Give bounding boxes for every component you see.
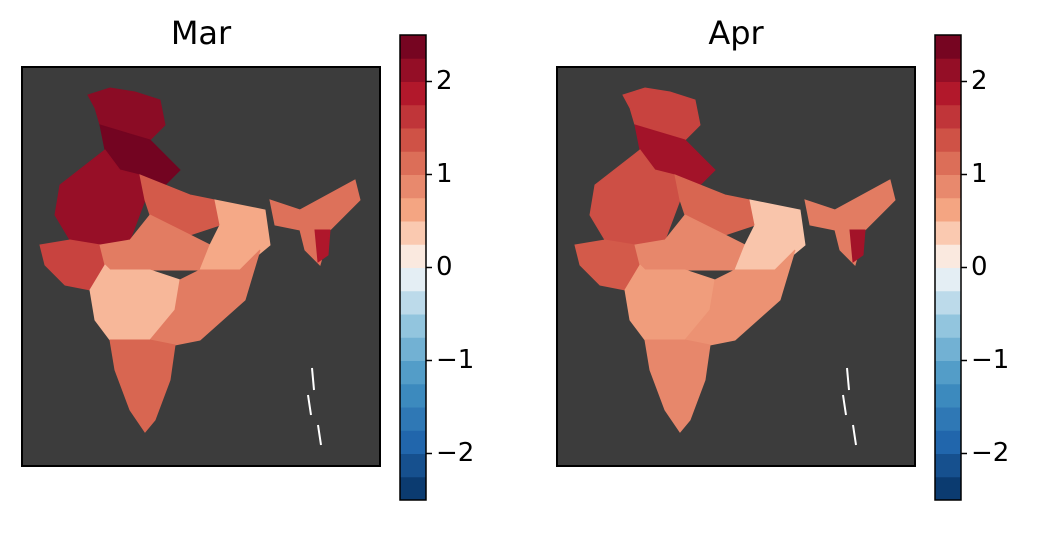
colorbar-band [935,383,961,408]
colorbar-tick-label: −1 [971,345,1009,375]
colorbar-band [400,430,426,454]
colorbar-band [935,314,961,338]
colorbar-band [400,35,426,59]
colorbar-tick-label: −2 [971,438,1009,468]
colorbar-band [400,197,426,222]
colorbar-band [935,430,961,454]
colorbar-band [935,290,961,315]
colorbar-band [400,58,426,82]
colorbar-band [935,35,961,59]
colorbar-band [400,383,426,408]
colorbar-band [935,337,961,361]
region [589,149,681,246]
colorbar-tick-label: 1 [436,159,453,189]
colorbar-band [935,244,961,268]
region [634,214,746,271]
colorbar-tick-label: 2 [971,66,988,96]
map-title: Mar [171,14,232,52]
colorbar-band [400,453,426,478]
colorbar-band [400,407,426,431]
colorbar-band [935,197,961,222]
region [54,149,146,246]
colorbar-tick-label: 1 [971,159,988,189]
region [684,249,796,346]
colorbar-band [935,453,961,478]
colorbar-tick-label: 0 [971,252,988,282]
map-title: Apr [708,14,764,52]
colorbar-band [935,267,961,292]
colorbar-band [400,81,426,106]
colorbar-band [400,360,426,385]
colorbar-band [400,267,426,292]
colorbar-band [400,104,426,129]
colorbar-band [400,174,426,199]
colorbar-band [400,128,426,152]
colorbar-band [400,337,426,361]
colorbar-band [400,244,426,268]
colorbar-band [935,407,961,431]
colorbar-band [935,128,961,152]
colorbar-band [935,151,961,175]
islands [842,367,857,446]
region [109,339,176,433]
region [149,249,261,346]
colorbar-band [935,476,961,501]
colorbar-tick-label: 2 [436,66,453,96]
colorbar-band [400,151,426,175]
colorbar-band [935,360,961,385]
region [849,229,866,263]
colorbar-tick-label: 0 [436,252,453,282]
region [644,339,711,433]
colorbar-tick-label: −2 [436,438,474,468]
colorbar-band [400,314,426,338]
region [314,229,331,263]
colorbar-band [400,290,426,315]
colorbar-tick-label: −1 [436,345,474,375]
colorbar-band [935,221,961,245]
region [99,214,211,271]
colorbar-band [935,81,961,106]
islands [307,367,322,446]
colorbar-band [935,104,961,129]
colorbar-band [400,221,426,245]
colorbar-band [400,476,426,501]
colorbar-band [935,174,961,199]
colorbar-band [935,58,961,82]
